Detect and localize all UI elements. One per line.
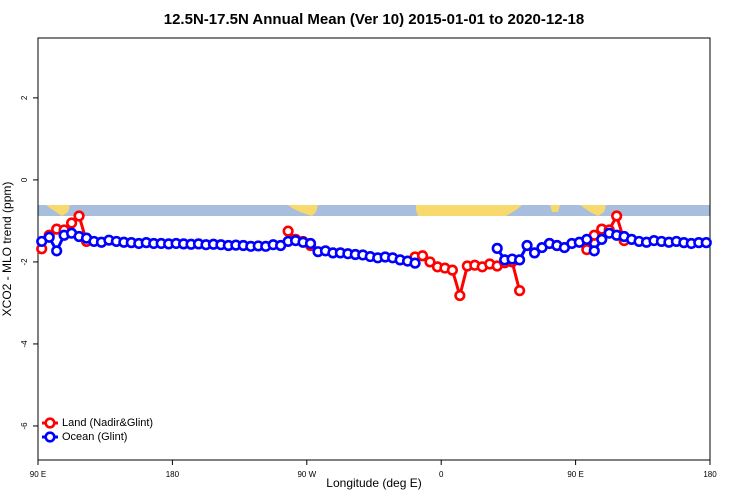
y-tick-label: -2 [20,258,29,266]
point [282,225,294,237]
point [65,217,78,229]
legend-marker [44,431,56,443]
point [596,233,608,245]
land-strip [38,205,710,216]
land-shape [46,205,70,216]
point [409,257,421,269]
x-tick-label: 90 W [297,470,316,479]
y-tick-label: -6 [20,422,29,430]
chart-title: 12.5N-17.5N Annual Mean (Ver 10) 2015-01… [164,11,584,28]
x-tick-label: 0 [439,470,444,479]
point [491,242,503,254]
point [513,254,526,266]
point [521,239,533,252]
point [700,237,712,249]
point [51,245,63,257]
y-tick-label: 0 [20,177,29,182]
x-tick-label: 180 [703,470,717,479]
land-shape [288,205,318,216]
x-tick-label: 180 [166,470,180,479]
point [424,256,436,268]
x-tick-label: 90 E [30,470,46,479]
y-tick-label: -4 [20,340,29,348]
land-shape [416,205,522,216]
point [304,237,317,250]
point [446,264,459,276]
y-axis-label: XCO2 - MLO trend (ppm) [0,182,14,317]
x-tick-label: 90 E [567,470,583,479]
point [588,245,600,257]
point [416,250,429,262]
point [581,233,593,245]
legend-label: Land (Nadir&Glint) [62,417,153,429]
legend-label: Ocean (Glint) [62,431,127,443]
y-tick-label: 2 [20,95,29,100]
point [513,285,526,297]
point [454,289,466,302]
land-shape [550,205,560,212]
x-axis-label: Longitude (deg E) [326,476,421,490]
point [43,231,55,243]
ocean-band [38,205,710,216]
point [528,247,541,259]
point [73,210,85,222]
legend-marker [44,417,56,429]
land-shape [580,205,606,216]
point [611,210,623,222]
